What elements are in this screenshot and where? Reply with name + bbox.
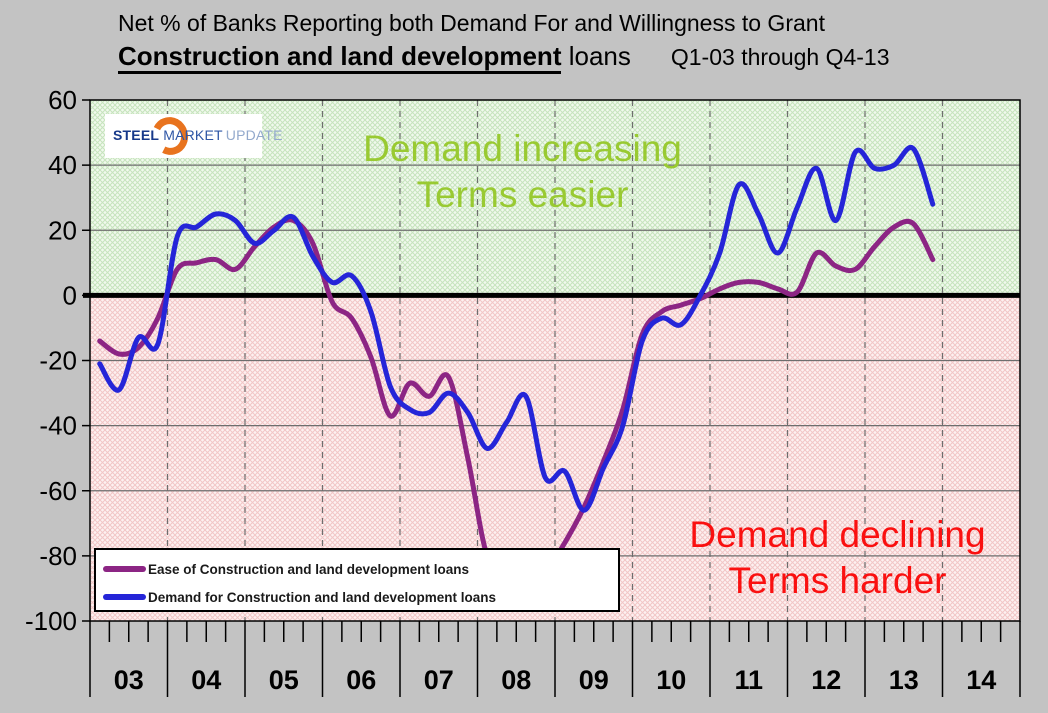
annotation-demand-increasing-line2: Terms easier [416,174,629,215]
y-axis-label: 0 [63,280,77,310]
y-axis-label: -60 [39,476,77,506]
annotation-demand-declining-line2: Terms harder [728,560,947,601]
series-line-demand [97,145,936,513]
logo-word-update: UPDATE [225,127,283,143]
x-axis-year-label: 12 [811,665,841,695]
x-axis-year-label: 05 [269,665,299,695]
y-axis-label: 20 [48,215,77,245]
legend-label-ease: Ease of Construction and land developmen… [148,561,470,577]
x-axis-year-label: 10 [656,665,686,695]
legend-swatch-demand [103,594,146,600]
logo-word-market: MARKET [163,127,223,143]
annotation-demand-declining-line1: Demand declining [689,514,986,555]
chart-title-loans-word: loans [561,41,631,71]
layer-axes [82,99,1021,697]
legend-item-demand: Demand for Construction and land develop… [96,583,618,611]
logo-text: STEEL MARKET UPDATE [113,127,283,143]
x-axis-year-label: 11 [734,665,763,695]
annotation-demand-declining: Demand declining Terms harder [650,512,1025,604]
annotation-demand-increasing-line1: Demand increasing [363,128,682,169]
legend-swatch-ease [103,566,146,572]
x-axis-year-label: 13 [889,665,919,695]
y-axis-label: -80 [39,541,77,571]
x-axis-year-label: 03 [114,665,144,695]
x-axis-year-label: 14 [966,665,996,695]
y-axis-label: -40 [39,411,77,441]
legend-label-demand: Demand for Construction and land develop… [148,589,497,605]
chart-title-date-range: Q1-03 through Q4-13 [670,44,890,70]
x-axis-year-label: 04 [191,665,221,695]
y-axis-label: 40 [48,150,77,180]
y-axis-label: -100 [25,606,77,636]
logo-word-steel: STEEL [113,127,160,143]
steel-market-update-logo: STEEL MARKET UPDATE [105,112,283,160]
x-axis-year-label: 06 [346,665,376,695]
x-axis-year-label: 08 [501,665,531,695]
y-axis-label: 60 [48,85,77,115]
chart-title-line1: Net % of Banks Reporting both Demand For… [118,10,825,36]
legend-item-ease: Ease of Construction and land developmen… [96,555,618,583]
annotation-demand-increasing: Demand increasing Terms easier [330,126,715,218]
layer-axis-labels: 60 40 20 0 -20 -40 -60 -80 -100 03 04 05 06 07 08 09 10 1… [25,85,996,695]
chart-title-loan-type: Construction and land development [118,41,562,74]
chart-legend: Ease of Construction and land developmen… [94,548,620,612]
y-axis-label: -20 [39,346,77,376]
x-axis-year-label: 09 [579,665,609,695]
chart-title-line2: Construction and land development loans Q… [118,41,890,74]
x-axis-year-label: 07 [424,665,454,695]
